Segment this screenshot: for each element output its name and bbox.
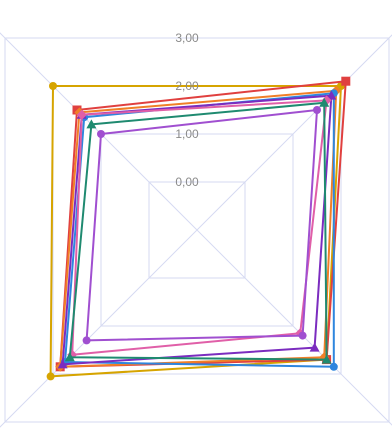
grid-spoke xyxy=(0,32,198,231)
tick-label: 2,00 xyxy=(175,79,199,93)
grid-ring xyxy=(100,133,294,327)
data-point[interactable] xyxy=(298,331,307,340)
data-point[interactable] xyxy=(341,76,351,86)
data-point[interactable] xyxy=(321,354,332,364)
grid-ring xyxy=(4,37,390,423)
radar-grid xyxy=(0,32,392,428)
radar-tick-labels: 0,00 1,00 2,00 3,00 xyxy=(175,31,199,189)
data-point[interactable] xyxy=(326,90,337,100)
data-point[interactable] xyxy=(49,82,57,90)
data-point[interactable] xyxy=(82,336,91,345)
tick-label: 1,00 xyxy=(175,127,199,141)
data-point[interactable] xyxy=(46,372,55,381)
grid-spoke xyxy=(196,34,392,231)
data-point[interactable] xyxy=(319,97,330,107)
tick-label: 3,00 xyxy=(175,31,199,45)
grid-spoke xyxy=(0,229,198,428)
data-point[interactable] xyxy=(64,352,75,362)
grid-spoke xyxy=(196,229,392,426)
data-point[interactable] xyxy=(329,362,338,371)
data-point[interactable] xyxy=(76,109,87,120)
tick-label: 0,00 xyxy=(175,175,199,189)
data-point[interactable] xyxy=(97,130,105,138)
radar-series xyxy=(46,76,351,381)
data-point[interactable] xyxy=(57,359,68,369)
grid-ring xyxy=(148,181,246,279)
data-point[interactable] xyxy=(86,119,97,129)
data-point[interactable] xyxy=(313,106,321,114)
data-point[interactable] xyxy=(309,342,320,352)
